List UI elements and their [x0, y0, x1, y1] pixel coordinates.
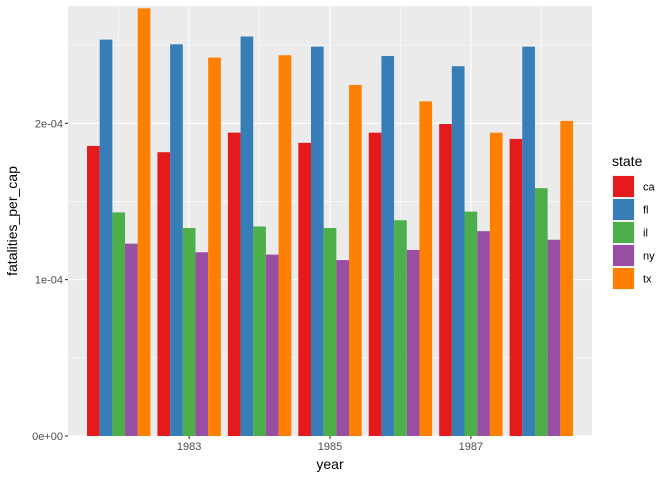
bar-tx-1988: [560, 120, 573, 436]
bar-ca-1986: [368, 132, 382, 436]
legend-swatch-il: [613, 222, 634, 243]
legend-label-fl: fl: [643, 205, 649, 217]
bar-ny-1982: [125, 243, 138, 436]
bar-ca-1984: [227, 132, 241, 436]
bar-ca-1988: [509, 138, 523, 436]
x-axis-title: year: [316, 456, 344, 472]
bar-ny-1986: [406, 249, 420, 436]
bar-ny-1985: [336, 260, 350, 436]
bar-fl-1982: [99, 39, 113, 436]
bar-tx-1984: [278, 55, 292, 436]
bar-tx-1986: [419, 101, 433, 436]
bar-il-1982: [112, 212, 126, 436]
bar-ny-1983: [195, 252, 209, 436]
bar-tx-1987: [489, 132, 503, 436]
x-tick-label: 1983: [177, 441, 201, 453]
legend-swatch-ca: [613, 176, 634, 197]
bar-ny-1987: [477, 231, 490, 436]
bar-tx-1983: [208, 57, 221, 436]
bar-il-1985: [323, 228, 337, 436]
bar-ca-1985: [298, 142, 311, 436]
legend-swatch-fl: [613, 199, 634, 220]
bar-il-1987: [464, 211, 478, 436]
legend-label-tx: tx: [643, 274, 652, 286]
legend-swatch-ny: [613, 245, 634, 266]
x-tick-label: 1985: [318, 441, 342, 453]
y-axis-title: fatalities_per_cap: [4, 166, 20, 276]
y-tick-label: 0e+00: [32, 431, 63, 443]
bar-ca-1983: [157, 152, 171, 436]
legend-label-ca: ca: [643, 182, 656, 194]
x-tick-label: 1987: [459, 441, 483, 453]
bar-il-1984: [253, 226, 266, 436]
bar-fl-1988: [522, 46, 535, 437]
bar-il-1988: [534, 188, 548, 436]
x-axis: 1983 1985 1987: [177, 436, 483, 453]
bar-ny-1988: [547, 239, 561, 436]
legend-title: state: [612, 153, 643, 169]
bar-fl-1985: [310, 46, 324, 437]
legend: state ca fl il ny tx: [612, 153, 656, 290]
bar-il-1986: [394, 220, 407, 436]
bar-ca-1982: [87, 145, 100, 437]
y-tick-label: 2e-04: [35, 118, 63, 130]
bar-tx-1985: [349, 84, 362, 437]
y-tick-label: 1e-04: [35, 275, 63, 287]
bar-fl-1986: [381, 56, 395, 436]
bar-fl-1984: [240, 36, 254, 437]
bar-tx-1982: [137, 8, 151, 436]
bar-fl-1983: [170, 44, 183, 437]
legend-swatch-tx: [613, 268, 634, 289]
y-axis: 0e+00 1e-04 2e-04: [32, 118, 68, 443]
bar-fl-1987: [451, 66, 465, 436]
bars: [87, 8, 573, 437]
legend-label-ny: ny: [643, 251, 655, 263]
bar-ca-1987: [439, 124, 452, 437]
bar-ny-1984: [265, 254, 279, 436]
bar-il-1983: [182, 228, 196, 436]
legend-label-il: il: [643, 228, 648, 240]
